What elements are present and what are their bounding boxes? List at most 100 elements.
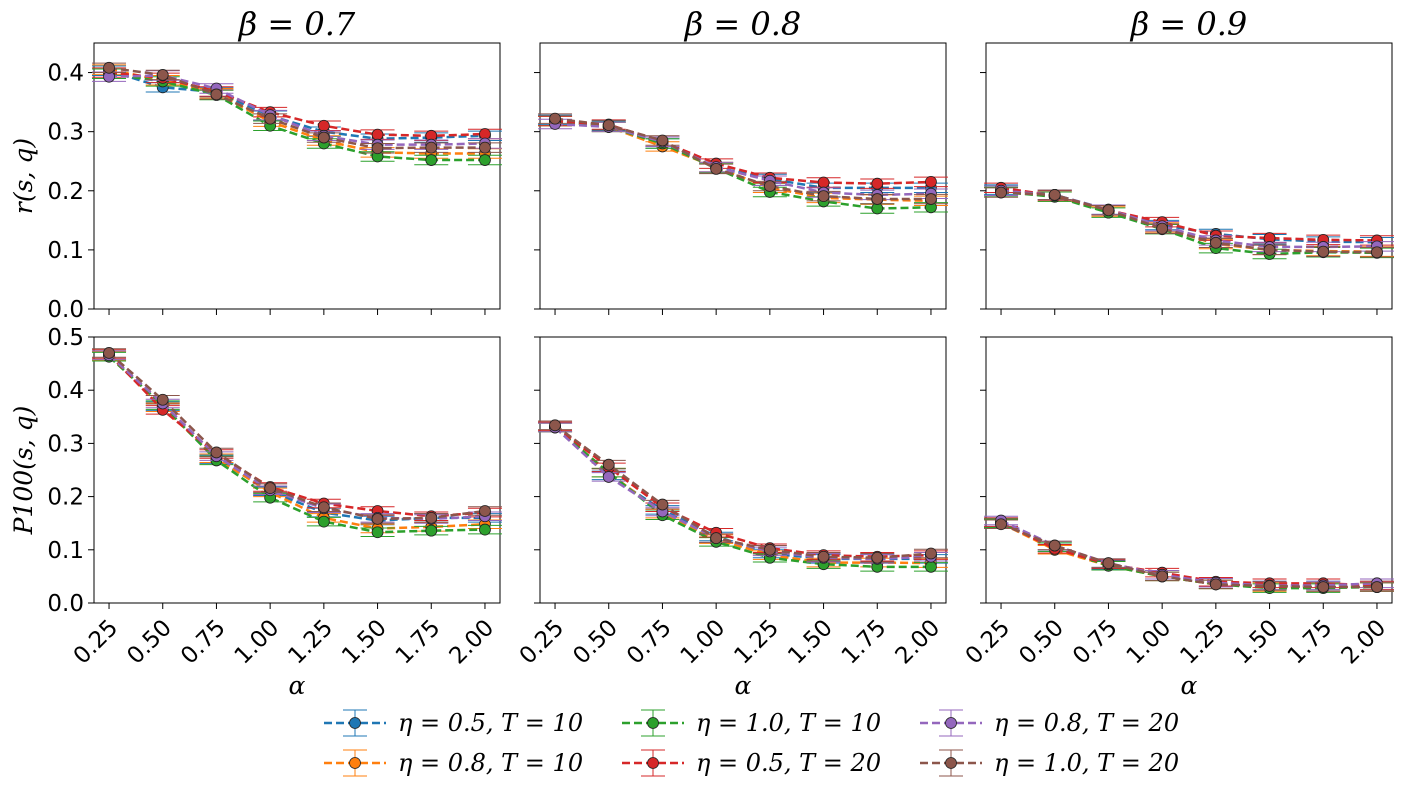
panel-r1c1-series-5-point-2: [656, 498, 669, 511]
panel-r1c2-series-5-point-7: [1371, 581, 1383, 593]
panel-r0c0-series-5-line: [108, 66, 485, 150]
panel-r1c0-series-2-point-6: [425, 524, 438, 537]
panel-r1c1-series-5-point-4: [763, 543, 776, 556]
panel-r1c0-xtick-label-5: 1.50: [337, 615, 392, 670]
panel-r1c0-series-2-point-5: [371, 526, 384, 539]
panel-r1c0-xtick-label-1: 0.50: [122, 615, 177, 670]
panel-r0c0-ytick-label-1: 0.1: [47, 238, 84, 264]
panel-r1c1-series-3-line: [554, 425, 932, 558]
panel-r1c0-xlabel: α: [289, 671, 306, 700]
panel-r0c1-series-5-point-4: [763, 180, 776, 192]
panel-r1c1-series-2-line: [554, 426, 931, 569]
legend-marker-2: [622, 709, 684, 737]
column-title-2: β = 0.9: [1130, 5, 1248, 43]
legend-point-1: [349, 757, 361, 769]
panel-r0c0-series-3-point-4: [317, 119, 330, 132]
legend-item-5: η = 1.0, T = 20: [916, 748, 1179, 778]
panel-r1c0-frame: [93, 336, 501, 604]
panel-r1c2-series-4-line: [1000, 519, 1378, 587]
panel-r1c1-xtick-label-4: 1.25: [729, 615, 784, 670]
legend-label-5: η = 1.0, T = 20: [994, 749, 1180, 777]
legend-item-4: η = 0.8, T = 20: [916, 708, 1179, 738]
panel-r1c2-series-5-point-1: [1048, 539, 1061, 552]
panel-r0c0-ytick-label-0: 0.0: [47, 297, 84, 323]
panel-r0c2-series-5-point-1: [1048, 189, 1061, 201]
panel-r1c1-xtick-label-0: 0.25: [515, 615, 570, 670]
panel-r1c2-xtick-label-6: 1.75: [1283, 615, 1338, 670]
legend-item-2: η = 1.0, T = 10: [618, 708, 881, 738]
panel-r0c1-frame: [539, 42, 947, 310]
legend-item-1: η = 0.8, T = 10: [320, 748, 583, 778]
panel-r1c0-series-2-point-7: [479, 523, 491, 536]
legend-point-4: [945, 717, 957, 729]
panel-r1c1-series-1-line: [554, 426, 931, 565]
panel-r1c1-series-5-point-7: [925, 547, 937, 560]
panel-r1c0-xtick-label-7: 2.00: [445, 615, 500, 670]
panel-r1c0-ytick-label-3: 0.3: [47, 431, 84, 457]
panel-r0c1-series-5-point-3: [710, 163, 723, 175]
panel-r0c2-series-5-point-3: [1156, 222, 1169, 235]
panel-r1c0-series-5-point-4: [317, 501, 330, 514]
column-title-0: β = 0.7: [238, 5, 356, 43]
panel-r1c0-ytick-label-2: 0.2: [47, 485, 84, 511]
panel-r1c0-series-0-line: [108, 354, 485, 522]
panel-r1c0-ytick-label-4: 0.4: [47, 378, 84, 404]
panel-r0c2-series-5-point-6: [1317, 245, 1330, 258]
panel-r0c2-series-5-point-7: [1371, 246, 1383, 259]
panel-r1c0-ytick-label-1: 0.1: [47, 538, 84, 564]
panel-r1c0-xtick-label-4: 1.25: [283, 615, 338, 670]
panel-r0c0-series-5-point-3: [264, 112, 277, 125]
legend-label-3: η = 0.5, T = 20: [696, 749, 882, 777]
panel-r0c1-series-5-point-5: [817, 190, 830, 202]
panel-r0c2-series-5-point-0: [995, 186, 1007, 199]
panel-r1c1-xtick-label-6: 1.75: [837, 615, 892, 670]
panel-r1c1-series-4-line: [554, 426, 932, 561]
panel-r1c1-xtick-label-5: 1.50: [783, 615, 838, 670]
panel-r1c0-xtick-label-0: 0.25: [69, 615, 124, 670]
panel-r0c0-series-5-point-7: [479, 141, 491, 154]
legend-marker-1: [324, 749, 386, 777]
panel-r0c0-ytick-label-2: 0.2: [47, 179, 84, 205]
panel-r1c2-series-5-line: [1000, 523, 1377, 589]
panel-r1c0-series-5-point-0: [103, 347, 115, 359]
panel-r1c0-xtick-label-2: 0.75: [176, 615, 231, 670]
panel-r1c0-series-5-point-1: [156, 393, 169, 406]
legend-item-3: η = 0.5, T = 20: [618, 748, 881, 778]
panel-r1c1-series-5-point-5: [817, 550, 830, 563]
panel-r1c2-xtick-label-7: 2.00: [1337, 615, 1392, 670]
panel-r1c2-series-5-point-6: [1317, 581, 1330, 593]
panel-r0c0-series-2-line: [108, 72, 485, 162]
panel-r0c0-series-5-point-6: [425, 141, 438, 154]
legend-point-3: [647, 757, 659, 769]
panel-r1c1-xtick-label-3: 1.00: [676, 615, 731, 670]
panel-r0c2-series-5-point-2: [1102, 204, 1115, 217]
panel-r0c0-series-3-point-5: [371, 128, 384, 141]
legend-label-1: η = 0.8, T = 10: [398, 749, 584, 777]
panel-r0c2-series-5-line: [1000, 191, 1377, 254]
panel-r1c2-xtick-label-3: 1.00: [1122, 615, 1177, 670]
panel-r1c1-series-5-point-0: [549, 419, 561, 432]
panel-r1c2-xtick-label-5: 1.50: [1229, 615, 1284, 670]
column-title-1: β = 0.8: [684, 5, 802, 43]
panel-r0c2-frame: [985, 42, 1393, 310]
panel-r0c1-series-5-point-0: [549, 112, 561, 125]
legend: η = 0.5, T = 10 η = 0.8, T = 10 η = 1.0,…: [320, 704, 1220, 794]
panel-r0c1-series-3-point-6: [871, 177, 884, 190]
panel-r0c2-series-5-point-4: [1209, 236, 1222, 249]
panel-r1c2-xtick-label-2: 0.75: [1068, 615, 1123, 670]
panel-r1c1-series-5-point-6: [871, 551, 884, 564]
panel-r1c0-series-5-point-7: [479, 505, 491, 517]
panel-r1c2-frame: [985, 336, 1393, 604]
legend-marker-5: [920, 749, 982, 777]
legend-marker-4: [920, 709, 982, 737]
panel-r1c0-series-3-line: [108, 353, 486, 518]
panel-r0c1-series-5-point-2: [656, 134, 669, 147]
panel-r1c0-series-5-point-3: [264, 482, 277, 494]
panel-r1c2-series-5-point-2: [1102, 557, 1115, 569]
panel-r0c1-series-5-point-6: [871, 193, 884, 205]
panel-r1c2-series-5-point-3: [1156, 570, 1169, 583]
panel-r0c0-series-2-point-7: [479, 154, 491, 166]
panel-r1c0-series-2-point-4: [317, 515, 330, 528]
panel-r0c0-series-5-point-0: [103, 61, 115, 74]
